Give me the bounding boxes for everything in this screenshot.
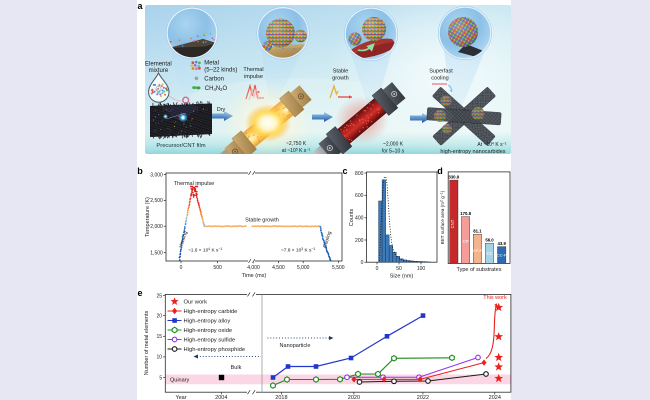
svg-text:Quinary: Quinary: [170, 378, 190, 384]
svg-text:This work: This work: [483, 295, 507, 301]
svg-text:Heating: Heating: [178, 230, 189, 248]
svg-text:Counts: Counts: [349, 209, 355, 227]
svg-text:~1.6 × 104 K s−1: ~1.6 × 104 K s−1: [188, 247, 222, 254]
svg-text:At ~104 K s−1: At ~104 K s−1: [477, 141, 506, 148]
svg-text:0: 0: [376, 266, 379, 272]
svg-text:Stable: Stable: [333, 69, 349, 75]
svg-text:600: 600: [355, 193, 364, 199]
svg-text:Size (nm): Size (nm): [390, 274, 414, 280]
svg-text:Temperature (K): Temperature (K): [145, 197, 151, 237]
svg-text:Elemental: Elemental: [145, 61, 172, 67]
svg-text:15: 15: [157, 334, 163, 340]
svg-text:b: b: [137, 166, 143, 176]
svg-text:Superfast: Superfast: [429, 69, 453, 75]
svg-text:5: 5: [159, 375, 162, 381]
svg-text:mixture: mixture: [149, 68, 169, 74]
svg-text:56.0: 56.0: [485, 238, 494, 243]
svg-text:at ~105 K s−1: at ~105 K s−1: [282, 147, 311, 154]
svg-text:2020: 2020: [348, 395, 360, 400]
svg-text:100: 100: [417, 266, 426, 272]
svg-text:Year: Year: [175, 395, 186, 400]
svg-text:Bulk: Bulk: [231, 365, 242, 371]
svg-text:d: d: [437, 166, 443, 176]
svg-text:e: e: [137, 288, 142, 298]
svg-text:(5–22 kinds): (5–22 kinds): [204, 67, 237, 73]
svg-text:800: 800: [355, 171, 364, 177]
svg-text:CP-P: CP-P: [473, 248, 483, 253]
svg-text:~2,000 K: ~2,000 K: [383, 142, 404, 148]
svg-text:growth: growth: [332, 76, 349, 82]
svg-text:Metal: Metal: [204, 61, 219, 67]
svg-text:Thermal impulse: Thermal impulse: [174, 181, 215, 187]
svg-text:Our work: Our work: [184, 300, 208, 306]
svg-text:for 5–10 s: for 5–10 s: [382, 149, 405, 155]
svg-text:1,500: 1,500: [150, 251, 163, 257]
svg-text:0: 0: [361, 260, 364, 266]
svg-text:200: 200: [355, 238, 364, 244]
svg-text:High-entropy carbide: High-entropy carbide: [184, 309, 238, 315]
svg-text:500: 500: [213, 265, 222, 271]
svg-text:Time (ms): Time (ms): [242, 273, 267, 279]
svg-text:Number of metal elements: Number of metal elements: [144, 311, 150, 376]
svg-text:10: 10: [157, 355, 163, 361]
svg-text:High-entropy oxide: High-entropy oxide: [184, 328, 233, 334]
svg-text:High-entropy phosphide: High-entropy phosphide: [184, 347, 246, 353]
svg-text:330.9: 330.9: [448, 175, 459, 180]
svg-text:2,000: 2,000: [150, 224, 163, 230]
svg-text:400: 400: [355, 216, 364, 222]
svg-text:Carbon: Carbon: [204, 77, 224, 83]
svg-text:2,500: 2,500: [150, 198, 163, 204]
svg-text:BET surface area (m2 g−1): BET surface area (m2 g−1): [439, 190, 444, 244]
svg-text:81.1: 81.1: [473, 229, 482, 234]
svg-text:Thermal: Thermal: [243, 67, 263, 73]
svg-text:~2,750 K: ~2,750 K: [286, 141, 307, 147]
svg-text:~7.8 × 103 K s−1: ~7.8 × 103 K s−1: [281, 247, 315, 254]
svg-text:0: 0: [180, 265, 183, 271]
svg-text:CNT: CNT: [450, 219, 455, 228]
svg-text:170.8: 170.8: [460, 211, 471, 216]
svg-text:43.9: 43.9: [498, 241, 507, 246]
svg-text:4,500: 4,500: [272, 265, 285, 271]
svg-text:2024: 2024: [489, 395, 501, 400]
svg-text:5,500: 5,500: [332, 265, 345, 271]
svg-text:20: 20: [157, 313, 163, 319]
svg-text:3,000: 3,000: [150, 172, 163, 178]
svg-text:CC: CC: [486, 251, 492, 256]
svg-text:Cooling: Cooling: [322, 230, 333, 248]
svg-text:a: a: [137, 1, 143, 11]
svg-text:50: 50: [396, 266, 402, 272]
svg-text:25: 25: [157, 293, 163, 299]
svg-text:Type of substrates: Type of substrates: [457, 267, 502, 273]
svg-text:High-entropy alloy: High-entropy alloy: [184, 319, 231, 325]
svg-text:5,000: 5,000: [297, 265, 310, 271]
svg-text:Nanoparticle: Nanoparticle: [280, 343, 311, 349]
svg-text:CC-P: CC-P: [497, 253, 507, 258]
svg-text:2018: 2018: [275, 395, 287, 400]
svg-text:CH4N2O: CH4N2O: [205, 86, 228, 92]
svg-text:Dry: Dry: [217, 107, 226, 113]
svg-text:cooling: cooling: [431, 76, 448, 82]
svg-text:impulse: impulse: [244, 74, 263, 80]
svg-text:4,000: 4,000: [247, 265, 260, 271]
svg-text:2022: 2022: [417, 395, 429, 400]
svg-text:Precursor/CNT film: Precursor/CNT film: [156, 143, 205, 149]
svg-text:high-entropy nanocarbides: high-entropy nanocarbides: [440, 149, 505, 155]
svg-text:2004: 2004: [215, 395, 227, 400]
svg-text:High-entropy sulfide: High-entropy sulfide: [184, 338, 236, 344]
svg-text:Stable growth: Stable growth: [245, 218, 279, 224]
svg-text:CP: CP: [463, 239, 469, 244]
svg-text:c: c: [342, 166, 347, 176]
